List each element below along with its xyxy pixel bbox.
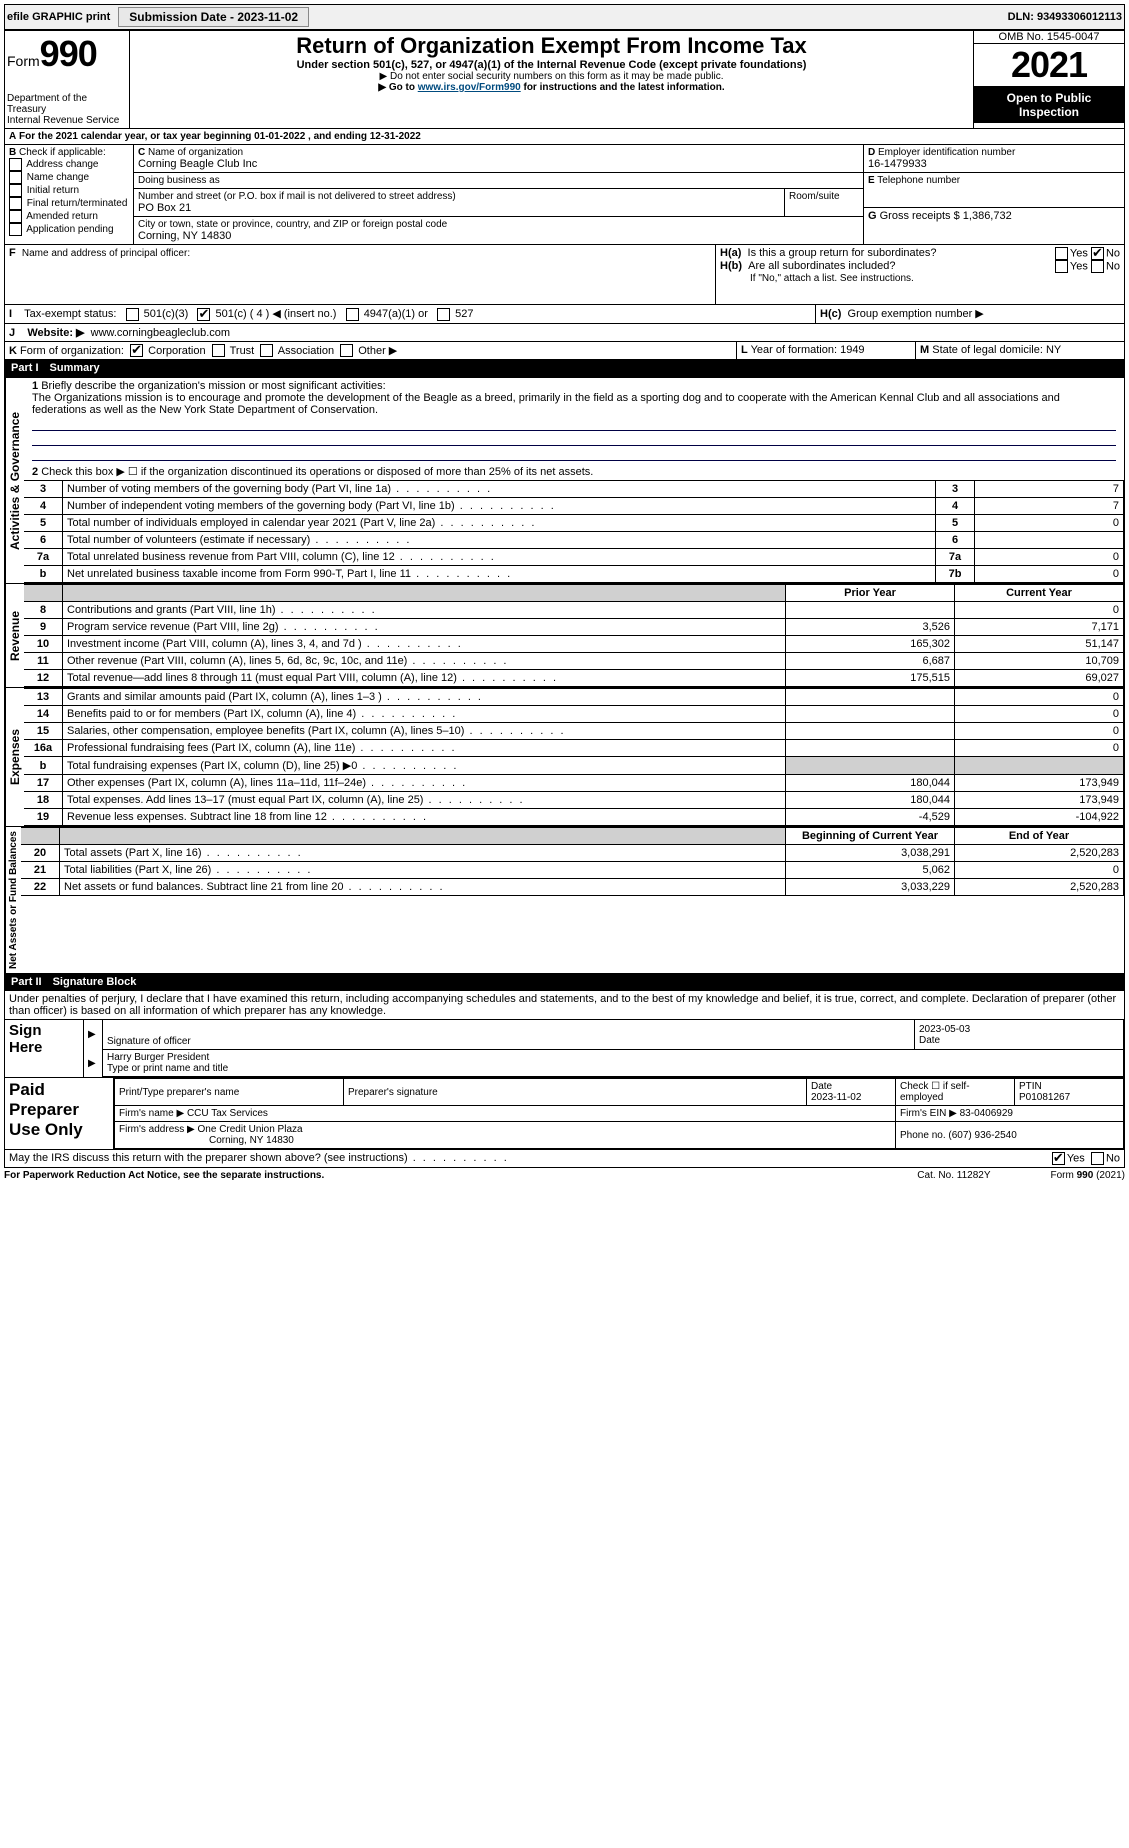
firm-name: CCU Tax Services — [187, 1108, 268, 1119]
year-formation: 1949 — [840, 344, 864, 356]
paid-preparer-label: Paid Preparer Use Only — [5, 1078, 114, 1149]
firm-ein: 83-0406929 — [960, 1108, 1013, 1119]
ein: 16-1479933 — [868, 158, 1120, 170]
street-address: PO Box 21 — [138, 202, 780, 214]
form-year: 2021 — [974, 44, 1124, 87]
firm-addr1: One Credit Union Plaza — [198, 1124, 303, 1135]
state-domicile: NY — [1046, 344, 1061, 356]
ssn-note: ▶ Do not enter social security numbers o… — [132, 71, 971, 82]
firm-addr2: Corning, NY 14830 — [119, 1135, 294, 1146]
k-option[interactable]: Trust — [212, 345, 261, 357]
sig-date: 2023-05-03 — [919, 1024, 970, 1035]
4947-checkbox[interactable] — [346, 308, 359, 321]
b-option[interactable]: Name change — [9, 171, 129, 184]
form-number: Form990 — [7, 33, 127, 75]
side-governance: Activities & Governance — [5, 378, 24, 583]
submission-date-button[interactable]: Submission Date - 2023-11-02 — [118, 7, 309, 27]
city-state-zip: Corning, NY 14830 — [138, 230, 859, 242]
hb-no-checkbox[interactable] — [1091, 260, 1104, 273]
b-option[interactable]: Application pending — [9, 223, 129, 236]
501c-checkbox[interactable] — [197, 308, 210, 321]
k-option[interactable]: Other ▶ — [340, 345, 403, 357]
part-i-header: Part I — [5, 360, 45, 376]
efile-top-bar: efile GRAPHIC print Submission Date - 20… — [4, 4, 1125, 30]
b-option[interactable]: Amended return — [9, 210, 129, 223]
penalty-statement: Under penalties of perjury, I declare th… — [4, 991, 1125, 1020]
irs-link[interactable]: www.irs.gov/Form990 — [418, 82, 521, 93]
form-subtitle: Under section 501(c), 527, or 4947(a)(1)… — [132, 59, 971, 71]
ptin: P01081267 — [1019, 1092, 1070, 1103]
line-a-tax-year: A For the 2021 calendar year, or tax yea… — [4, 129, 1125, 145]
officer-group-block: F Name and address of principal officer:… — [4, 245, 1125, 305]
discuss-yes-checkbox[interactable] — [1052, 1152, 1065, 1165]
goto-note: ▶ Go to www.irs.gov/Form990 for instruct… — [132, 82, 971, 93]
side-revenue: Revenue — [5, 584, 24, 687]
mission-text: The Organizations mission is to encourag… — [32, 392, 1060, 416]
footer-mid: Cat. No. 11282Y — [917, 1170, 990, 1181]
ha-no-checkbox[interactable] — [1091, 247, 1104, 260]
website: www.corningbeagleclub.com — [91, 327, 230, 339]
dept-treasury: Department of the Treasury Internal Reve… — [7, 93, 127, 126]
501c3-checkbox[interactable] — [126, 308, 139, 321]
discuss-no-checkbox[interactable] — [1091, 1152, 1104, 1165]
side-netassets: Net Assets or Fund Balances — [5, 827, 21, 973]
org-name: Corning Beagle Club Inc — [138, 158, 859, 170]
sign-here-label: Sign Here — [5, 1020, 84, 1077]
form-header: Form990 Department of the Treasury Inter… — [4, 30, 1125, 129]
gross-receipts: 1,386,732 — [963, 210, 1012, 222]
firm-phone: (607) 936-2540 — [948, 1130, 1016, 1141]
hb-yes-checkbox[interactable] — [1055, 260, 1068, 273]
side-expenses: Expenses — [5, 688, 24, 826]
b-option[interactable]: Address change — [9, 158, 129, 171]
footer-left: For Paperwork Reduction Act Notice, see … — [4, 1170, 324, 1181]
b-option[interactable]: Final return/terminated — [9, 197, 129, 210]
527-checkbox[interactable] — [437, 308, 450, 321]
prep-date: 2023-11-02 — [811, 1092, 861, 1103]
officer-name: Harry Burger President — [107, 1052, 209, 1063]
k-option[interactable]: Association — [260, 345, 340, 357]
entity-block: B Check if applicable: Address change Na… — [4, 145, 1125, 245]
open-to-public: Open to Public Inspection — [974, 87, 1124, 123]
footer-right: Form 990 (2021) — [1051, 1170, 1126, 1181]
ha-yes-checkbox[interactable] — [1055, 247, 1068, 260]
efile-label: efile GRAPHIC print — [7, 11, 110, 23]
b-option[interactable]: Initial return — [9, 184, 129, 197]
omb-number: OMB No. 1545-0047 — [974, 31, 1124, 44]
k-option[interactable]: Corporation — [130, 345, 212, 357]
part-ii-header: Part II — [5, 974, 48, 990]
dln-label: DLN: 93493306012113 — [1008, 11, 1122, 23]
form-title: Return of Organization Exempt From Incom… — [132, 33, 971, 59]
section-b-checkboxes: B Check if applicable: Address change Na… — [5, 145, 134, 244]
